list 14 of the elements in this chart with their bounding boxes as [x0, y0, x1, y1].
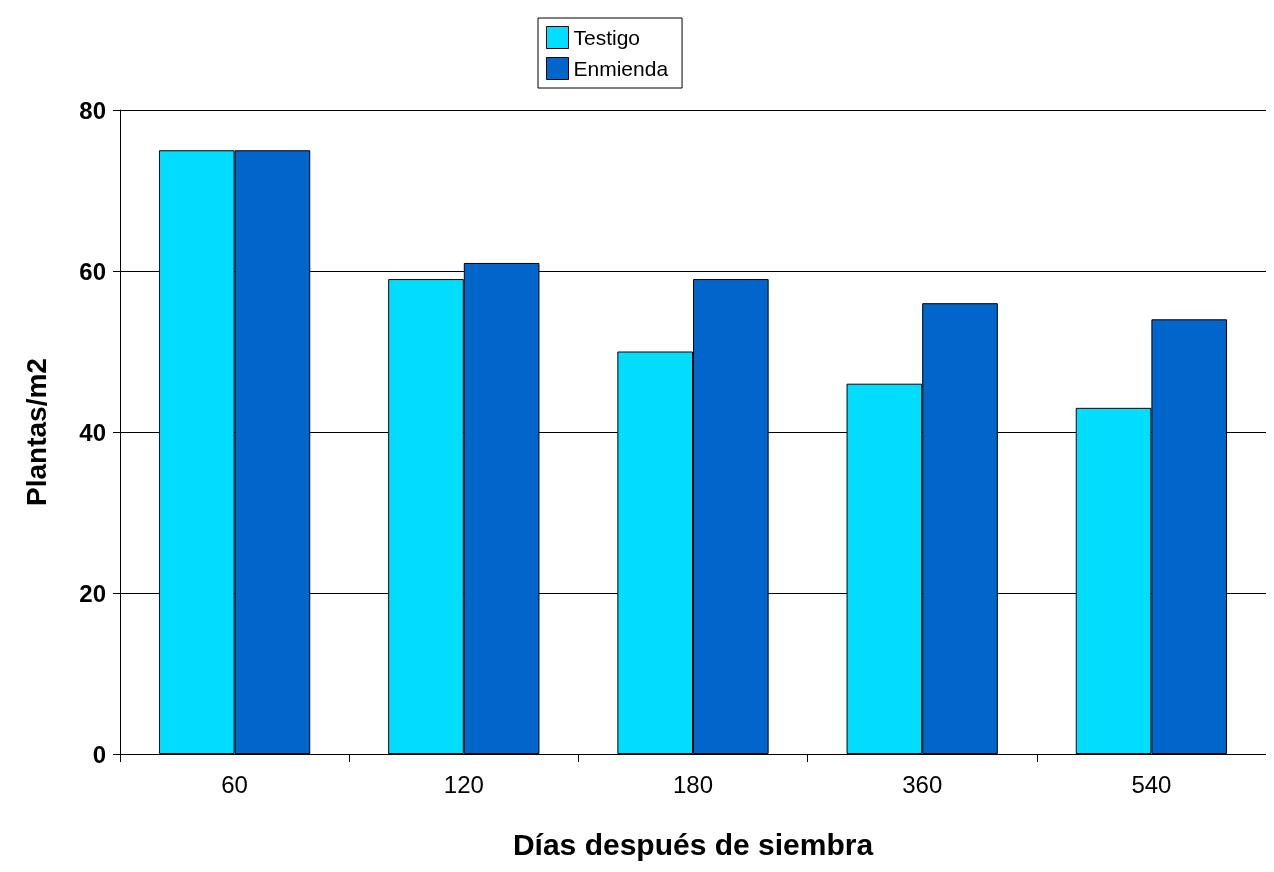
x-tick-label: 540 — [1131, 770, 1172, 798]
y-tick-label: 60 — [79, 257, 106, 285]
legend-label: Enmienda — [573, 57, 669, 80]
x-axis-title: Días después de siembra — [512, 827, 874, 861]
x-tick-label: 180 — [672, 770, 714, 798]
x-tick-label: 60 — [221, 770, 248, 798]
y-tick-label: 80 — [79, 96, 106, 124]
y-tick-label: 20 — [79, 579, 106, 607]
x-tick-label: 120 — [443, 770, 484, 798]
y-tick-label: 40 — [79, 418, 106, 446]
x-tick-label: 360 — [902, 770, 943, 798]
legend-label: Testigo — [573, 26, 641, 49]
y-axis-title: Plantas/m2 — [20, 358, 52, 506]
y-tick-label: 0 — [92, 740, 106, 768]
